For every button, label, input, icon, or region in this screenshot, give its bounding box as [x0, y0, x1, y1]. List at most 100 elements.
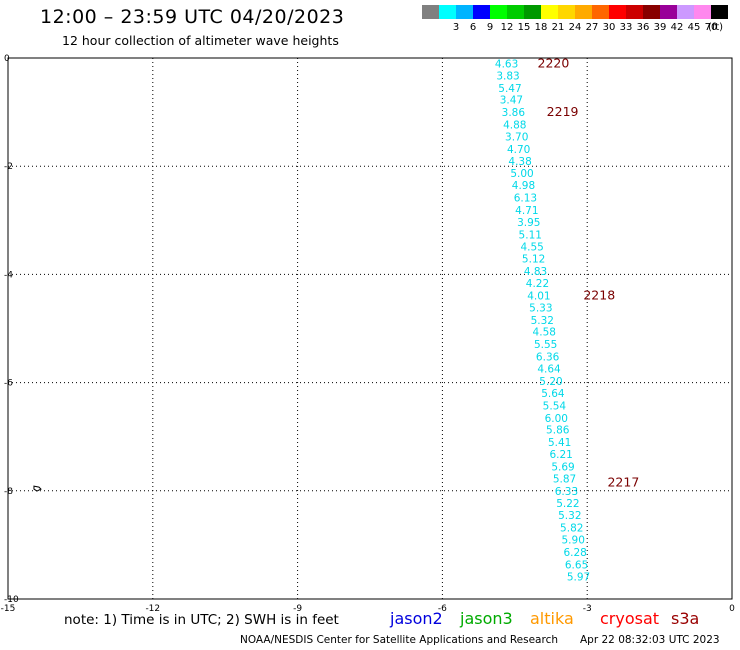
color-scale-label: 39 — [653, 22, 667, 33]
wave-height-label: 5.64 — [541, 388, 565, 400]
color-scale-label: 27 — [585, 22, 599, 33]
wave-height-label: 6.00 — [545, 413, 568, 425]
satellite-altika: altika — [530, 609, 574, 628]
x-tick-label: -6 — [438, 604, 447, 614]
color-scale-label: 33 — [619, 22, 633, 33]
map-frame — [7, 57, 733, 600]
wave-height-label: 5.55 — [534, 339, 557, 351]
y-tick-label: -10 — [4, 595, 19, 605]
satellite-jason2: jason2 — [390, 609, 443, 628]
color-swatch — [439, 5, 456, 19]
color-swatch — [677, 5, 694, 19]
wave-height-label: 6.33 — [555, 486, 578, 498]
y-tick-label: -8 — [4, 487, 13, 497]
color-swatch — [660, 5, 677, 19]
color-swatch — [575, 5, 592, 19]
y-axis-ticks: 0 -2 -4 -6 -8 -10 — [4, 54, 19, 605]
footer-credit: NOAA/NESDIS Center for Satellite Applica… — [240, 634, 558, 646]
wave-height-label: 5.32 — [531, 315, 554, 327]
wave-height-label: 5.82 — [560, 523, 583, 535]
wave-height-label: 5.90 — [562, 534, 585, 546]
y-tick-label: -2 — [4, 162, 13, 172]
wave-height-label: 4.22 — [526, 278, 549, 290]
color-scale-label: 15 — [517, 22, 531, 33]
wave-height-label: 4.83 — [524, 266, 547, 278]
wave-height-label: 4.63 — [495, 58, 518, 70]
color-scale-label: 6 — [469, 22, 477, 33]
wave-height-label: 5.11 — [519, 229, 542, 241]
y-tick-label: 0 — [4, 54, 10, 64]
footer-timestamp: Apr 22 08:32:03 UTC 2023 — [580, 634, 720, 646]
x-axis-ticks: -15 -12 -9 -6 -3 0 — [1, 604, 735, 614]
wave-height-label: 6.28 — [563, 547, 586, 559]
wave-height-label: 6.13 — [514, 193, 537, 205]
color-swatch — [422, 5, 439, 19]
wave-height-label: 3.70 — [505, 131, 528, 143]
wave-height-label: 4.64 — [537, 364, 561, 376]
color-swatch — [609, 5, 626, 19]
wave-height-label: 4.58 — [533, 327, 556, 339]
wave-height-label: 4.70 — [507, 144, 530, 156]
page-title: 12:00 – 23:59 UTC 04/20/2023 — [40, 6, 345, 28]
pass-label: 2220 — [538, 55, 570, 70]
coastline-marker — [33, 485, 42, 492]
wave-height-label: 5.12 — [522, 254, 545, 266]
wave-height-label: 5.87 — [553, 473, 576, 485]
wave-height-label: 4.88 — [503, 120, 526, 132]
color-swatch — [592, 5, 609, 19]
wave-height-label: 5.22 — [556, 498, 579, 510]
wave-height-label: 5.47 — [498, 83, 521, 95]
x-tick-label: -3 — [583, 604, 592, 614]
wave-height-label: 5.00 — [510, 168, 533, 180]
color-scale-label: 21 — [551, 22, 565, 33]
color-scale-label: 45 — [687, 22, 701, 33]
wave-height-label: 6.36 — [536, 352, 560, 364]
pass-label: 2217 — [607, 475, 639, 490]
wave-height-label: 4.98 — [512, 180, 535, 192]
wave-height-label: 5.69 — [551, 461, 574, 473]
wave-height-label: 6.21 — [549, 449, 572, 461]
color-swatch — [626, 5, 643, 19]
x-tick-label: -12 — [145, 604, 160, 614]
y-tick-label: -6 — [4, 379, 13, 389]
color-scale-label: 70 — [704, 22, 718, 33]
wave-height-label: 3.86 — [502, 107, 526, 119]
color-swatch — [473, 5, 490, 19]
color-swatch — [490, 5, 507, 19]
color-scale-label: 24 — [568, 22, 582, 33]
wave-height-label: 4.38 — [508, 156, 531, 168]
wave-height-label: 5.54 — [543, 400, 567, 412]
wave-height-label: 5.20 — [539, 376, 562, 388]
color-swatch — [524, 5, 541, 19]
wave-height-label: 5.86 — [546, 425, 570, 437]
y-tick-label: -4 — [4, 270, 13, 280]
satellite-jason3: jason3 — [460, 609, 513, 628]
x-tick-label: 0 — [729, 604, 735, 614]
pass-label: 2218 — [583, 287, 615, 302]
color-swatch — [456, 5, 473, 19]
color-scale-label: 36 — [636, 22, 650, 33]
color-scale-label: 9 — [486, 22, 494, 33]
color-scale-label: 18 — [534, 22, 548, 33]
color-swatch — [541, 5, 558, 19]
color-scale-unit: (ft) — [708, 22, 724, 33]
wave-height-label: 4.01 — [527, 290, 550, 302]
wave-height-label: 3.83 — [496, 70, 519, 82]
color-swatch — [507, 5, 524, 19]
wave-height-label: 5.97 — [567, 571, 590, 583]
observation-labels: 4.633.835.473.473.864.883.704.704.385.00… — [495, 58, 590, 583]
wave-height-label: 4.55 — [520, 241, 543, 253]
wave-height-label: 5.33 — [529, 302, 552, 314]
wave-height-label: 3.95 — [517, 217, 540, 229]
color-swatch — [643, 5, 660, 19]
color-scale-label: 12 — [500, 22, 514, 33]
color-scale-label: 42 — [670, 22, 684, 33]
color-swatch — [711, 5, 728, 19]
wave-height-label: 5.41 — [548, 437, 571, 449]
satellite-cryosat: cryosat — [600, 609, 660, 628]
color-scale-label: 30 — [602, 22, 616, 33]
x-tick-label: -15 — [1, 604, 16, 614]
color-scale-label: 3 — [452, 22, 460, 33]
pass-label: 2219 — [547, 104, 579, 119]
